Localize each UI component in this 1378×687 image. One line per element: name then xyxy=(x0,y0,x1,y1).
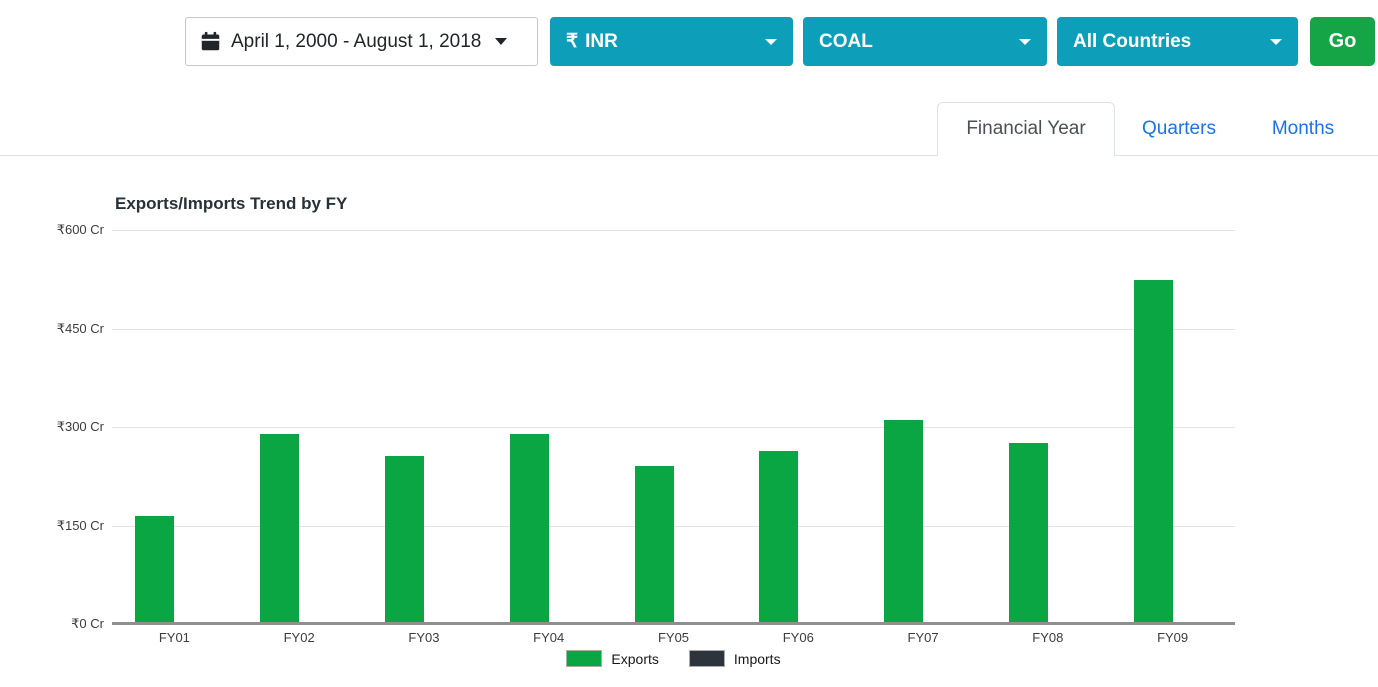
legend-swatch-exports xyxy=(566,650,603,667)
gridline-0 xyxy=(112,622,1235,625)
legend-label: Exports xyxy=(611,650,659,667)
country-value: All Countries xyxy=(1073,30,1192,52)
bar-exports-fy08[interactable] xyxy=(1008,442,1048,624)
gridline-150 xyxy=(112,525,1235,527)
y-tick-label: ₹300 Cr xyxy=(56,419,104,434)
bar-exports-fy03[interactable] xyxy=(384,455,424,624)
go-button[interactable]: Go xyxy=(1310,17,1375,66)
currency-value: INR xyxy=(585,30,618,52)
bar-exports-fy07[interactable] xyxy=(884,419,924,624)
legend-swatch-imports xyxy=(688,650,725,667)
x-axis-labels: FY01 FY02 FY03 FY04 FY05 FY06 FY07 FY08 FY09 xyxy=(112,630,1235,648)
tab-financial-year[interactable]: Financial Year xyxy=(937,102,1115,157)
calendar-icon xyxy=(200,31,221,52)
legend-item-exports[interactable]: Exports xyxy=(566,650,659,667)
date-range-value: April 1, 2000 - August 1, 2018 xyxy=(231,30,482,52)
y-tick-label: ₹600 Cr xyxy=(56,222,104,237)
chevron-down-icon xyxy=(1270,38,1282,45)
gridline-450 xyxy=(112,328,1235,330)
y-tick-label: ₹150 Cr xyxy=(56,517,104,533)
gridline-300 xyxy=(112,427,1235,428)
x-tick-label: FY06 xyxy=(782,630,814,645)
bar-exports-fy09[interactable] xyxy=(1133,279,1173,624)
y-tick-label: ₹0 Cr xyxy=(71,616,104,631)
x-tick-label: FY07 xyxy=(907,630,939,645)
x-tick-label: FY02 xyxy=(283,630,315,645)
tab-bar: Financial Year Quarters Months xyxy=(0,102,1378,157)
chevron-down-icon xyxy=(1019,38,1031,45)
chevron-down-icon xyxy=(765,38,777,45)
x-tick-label: FY05 xyxy=(657,630,690,645)
tab-quarters[interactable]: Quarters xyxy=(1142,117,1216,139)
x-tick-label: FY03 xyxy=(408,630,440,645)
y-tick-label: ₹450 Cr xyxy=(56,320,104,336)
date-range-picker[interactable]: April 1, 2000 - August 1, 2018 xyxy=(185,17,538,66)
chart-plot xyxy=(112,230,1235,625)
legend-item-imports[interactable]: Imports xyxy=(688,650,781,667)
gridline-600 xyxy=(112,230,1235,231)
x-tick-label: FY09 xyxy=(1157,630,1189,645)
currency-select[interactable]: ₹ INR xyxy=(550,17,793,66)
x-tick-label: FY04 xyxy=(533,630,565,645)
bar-exports-fy01[interactable] xyxy=(135,515,175,624)
chevron-down-icon xyxy=(495,38,508,45)
country-select[interactable]: All Countries xyxy=(1057,17,1298,66)
chart-legend: Exports Imports xyxy=(112,650,1235,667)
y-axis-labels: ₹600 Cr ₹450 Cr ₹300 Cr ₹150 Cr ₹0 Cr xyxy=(0,222,104,631)
commodity-select[interactable]: COAL xyxy=(803,17,1047,66)
rupee-icon: ₹ xyxy=(566,31,579,52)
bar-exports-fy04[interactable] xyxy=(509,433,549,624)
chart-title: Exports/Imports Trend by FY xyxy=(115,194,348,213)
bar-exports-fy02[interactable] xyxy=(260,433,300,624)
legend-label: Imports xyxy=(733,650,781,667)
x-tick-label: FY08 xyxy=(1032,630,1064,645)
bar-exports-fy05[interactable] xyxy=(634,465,674,624)
toolbar: April 1, 2000 - August 1, 2018 ₹ INR COA… xyxy=(185,17,1375,66)
bar-exports-fy06[interactable] xyxy=(759,450,799,624)
tab-months[interactable]: Months xyxy=(1271,117,1335,139)
commodity-value: COAL xyxy=(819,30,873,52)
x-tick-label: FY01 xyxy=(158,630,190,645)
